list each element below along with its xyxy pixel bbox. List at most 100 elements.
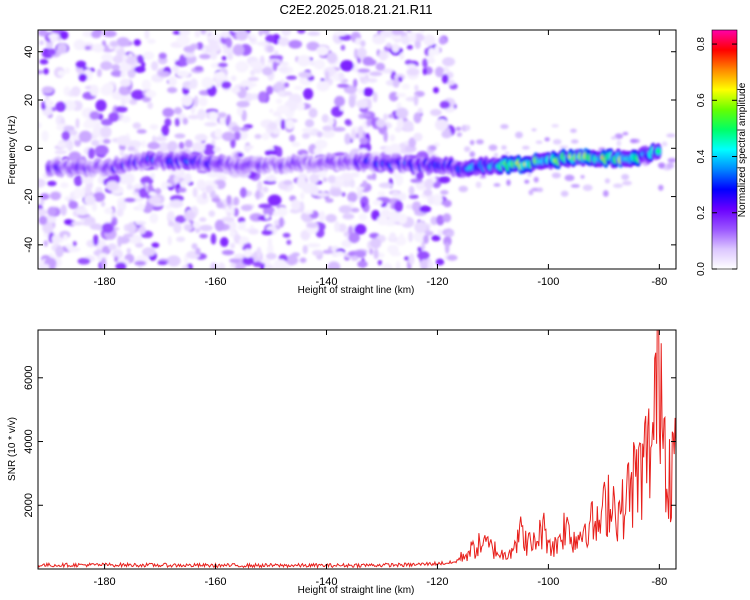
noise-cell — [322, 249, 334, 254]
noise-cell — [402, 120, 414, 132]
noise-cell — [237, 217, 246, 224]
noise-cell — [120, 70, 126, 78]
noise-cell — [38, 208, 48, 216]
noise-cell — [240, 126, 250, 132]
noise-cell — [296, 176, 307, 189]
noise-cell — [268, 122, 278, 130]
noise-cell — [357, 125, 364, 138]
noise-cell — [348, 225, 354, 236]
noise-cell — [291, 199, 301, 211]
noise-cell — [151, 61, 159, 71]
noise-cell — [417, 107, 423, 114]
noise-cell — [147, 184, 154, 193]
noise-cell — [94, 145, 109, 156]
noise-cell — [135, 242, 144, 248]
noise-cell — [40, 193, 50, 200]
noise-cell — [230, 204, 235, 217]
noise-cell — [423, 234, 429, 244]
noise-cell — [334, 251, 345, 257]
noise-cell — [315, 192, 330, 198]
noise-cell — [274, 50, 279, 56]
noise-cell — [423, 34, 436, 47]
noise-cell — [63, 125, 75, 132]
spectrogram-y-label: Frequency (Hz) — [7, 116, 18, 185]
noise-cell — [190, 78, 198, 89]
noise-cell — [280, 265, 291, 269]
colorbar-tick-label: 0.6 — [696, 93, 707, 107]
noise-cell — [344, 133, 351, 145]
noise-cell — [275, 146, 283, 158]
noise-cell — [293, 85, 304, 90]
noise-cell — [375, 118, 386, 128]
noise-cell — [362, 180, 368, 189]
noise-cell — [391, 191, 400, 197]
noise-cell — [59, 30, 69, 40]
noise-cell — [93, 191, 106, 202]
noise-cell — [431, 234, 441, 242]
noise-cell — [330, 182, 345, 188]
noise-cell — [221, 216, 235, 223]
noise-cell — [622, 131, 629, 136]
noise-cell — [391, 43, 400, 53]
noise-cell — [209, 111, 219, 122]
noise-cell — [327, 261, 341, 269]
noise-cell — [117, 235, 122, 247]
noise-cell — [551, 124, 559, 128]
noise-cell — [100, 126, 112, 138]
noise-cell — [622, 180, 632, 186]
noise-cell — [337, 223, 347, 233]
noise-cell — [338, 72, 345, 81]
snr-x-tick-label: -140 — [315, 576, 337, 588]
noise-cell — [137, 203, 146, 211]
noise-cell — [353, 250, 367, 258]
noise-cell — [266, 45, 274, 53]
noise-cell — [304, 210, 314, 215]
noise-cell — [98, 252, 108, 260]
noise-cell — [243, 248, 252, 258]
noise-cell — [157, 260, 168, 265]
noise-cell — [394, 236, 407, 246]
noise-cell — [278, 36, 290, 47]
noise-cell — [145, 90, 157, 98]
noise-cell — [229, 258, 241, 264]
noise-cell — [322, 177, 328, 183]
noise-cell — [284, 91, 293, 96]
noise-cell — [312, 250, 322, 256]
noise-cell — [666, 133, 676, 138]
noise-cell — [194, 133, 208, 142]
noise-cell — [434, 45, 440, 56]
noise-cell — [341, 192, 346, 197]
noise-cell — [233, 131, 241, 141]
noise-cell — [197, 108, 206, 121]
noise-cell — [582, 184, 593, 191]
noise-cell — [524, 179, 530, 184]
noise-cell — [238, 238, 244, 248]
noise-cell — [141, 140, 147, 148]
noise-cell — [195, 227, 201, 234]
noise-cell — [226, 212, 232, 217]
noise-cell — [174, 117, 180, 127]
noise-cell — [60, 204, 67, 216]
noise-cell — [424, 178, 434, 190]
noise-cell — [428, 47, 435, 59]
noise-cell — [67, 246, 81, 253]
noise-cell — [282, 232, 291, 238]
noise-cell — [138, 225, 146, 235]
noise-cell — [427, 57, 436, 64]
noise-cell — [285, 75, 297, 80]
noise-cell — [73, 187, 82, 200]
noise-cell — [78, 73, 88, 82]
noise-cell — [183, 45, 195, 53]
noise-cell — [506, 179, 511, 186]
noise-cell — [207, 43, 221, 53]
signal-cell-core — [655, 149, 661, 154]
noise-cell — [283, 180, 293, 186]
noise-cell — [383, 113, 389, 121]
noise-cell — [392, 78, 400, 88]
noise-cell — [359, 137, 369, 145]
colorbar-ticks: 0.0 0.2 0.4 0.6 0.8 — [696, 37, 737, 276]
noise-cell — [204, 122, 218, 127]
noise-cell — [261, 132, 270, 141]
noise-cell — [353, 48, 359, 59]
noise-cell — [100, 200, 106, 207]
